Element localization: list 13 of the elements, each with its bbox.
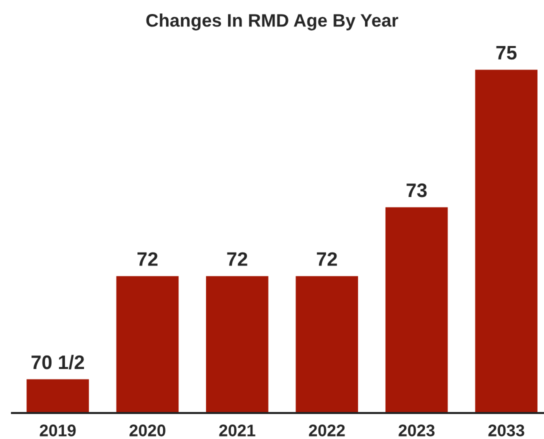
data-label: 72 <box>316 252 337 266</box>
chart-title: Changes In RMD Age By Year <box>146 14 398 30</box>
x-tick-label: 2021 <box>219 424 256 436</box>
data-label: 70 1/2 <box>32 354 84 370</box>
data-label: 75 <box>496 46 517 60</box>
x-tick-label: 2023 <box>398 424 435 436</box>
data-label: 73 <box>406 183 427 198</box>
x-tick-label: 2022 <box>308 424 345 436</box>
x-tick-label: 2019 <box>40 424 76 436</box>
x-tick-label: 2020 <box>130 424 166 436</box>
x-tick-label: 2033 <box>488 424 524 436</box>
data-label: 72 <box>137 252 158 266</box>
data-label: 72 <box>227 252 248 266</box>
